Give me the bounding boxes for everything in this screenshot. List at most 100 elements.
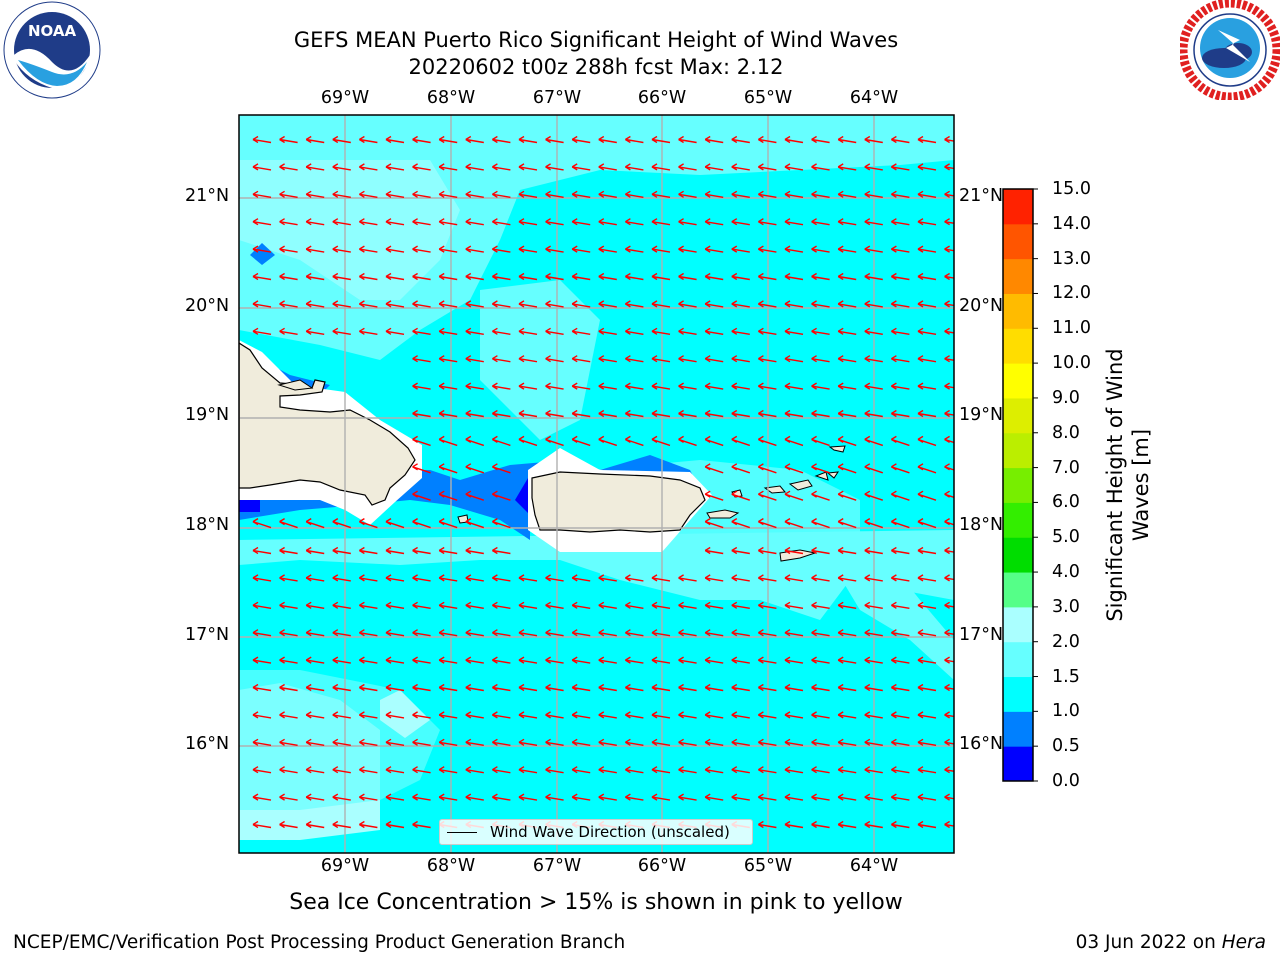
wave-direction-arrowhead bbox=[837, 517, 844, 526]
wave-direction-arrow bbox=[492, 221, 511, 226]
wave-direction-arrowhead bbox=[651, 629, 658, 637]
wave-direction-arrow bbox=[385, 823, 405, 829]
wave-direction-arrow bbox=[731, 632, 750, 637]
wave-direction-arrowhead bbox=[784, 463, 791, 471]
wave-direction-arrow bbox=[572, 714, 591, 719]
wave-direction-arrow bbox=[332, 659, 351, 664]
wave-direction-arrow bbox=[651, 769, 671, 774]
wave-direction-arrow bbox=[359, 303, 378, 308]
wave-direction-arrow bbox=[572, 138, 591, 144]
wave-direction-arrowhead bbox=[651, 574, 658, 582]
wave-direction-arrow bbox=[678, 604, 697, 609]
wave-direction-arrow bbox=[518, 604, 538, 609]
wave-direction-arrow bbox=[678, 385, 697, 390]
wave-direction-arrow bbox=[891, 138, 910, 144]
wave-direction-arrow bbox=[465, 632, 484, 637]
wave-direction-arrowhead bbox=[917, 711, 924, 719]
wave-direction-arrow bbox=[359, 330, 378, 335]
wave-direction-arrow bbox=[838, 138, 857, 144]
wave-direction-arrowhead bbox=[704, 574, 711, 582]
wave-direction-arrowhead bbox=[438, 190, 445, 198]
wave-direction-arrow bbox=[598, 221, 617, 226]
wave-direction-arrowhead bbox=[758, 629, 764, 637]
map-gridlines bbox=[239, 115, 954, 853]
colorbar-segment bbox=[1003, 676, 1033, 712]
wave-direction-arrowhead bbox=[811, 435, 817, 444]
wave-direction-arrow bbox=[306, 221, 325, 226]
wave-direction-arrowhead bbox=[412, 190, 418, 198]
wave-direction-arrowhead bbox=[438, 245, 445, 253]
wave-direction-arrowhead bbox=[252, 163, 259, 171]
wave-direction-arrowhead bbox=[731, 327, 738, 335]
wave-direction-arrowhead bbox=[651, 300, 658, 308]
wave-direction-arrow bbox=[758, 823, 777, 829]
wave-direction-arrowhead bbox=[944, 300, 950, 308]
wave-direction-arrow bbox=[545, 659, 564, 664]
wave-direction-arrowhead bbox=[571, 245, 578, 253]
wave-direction-arrowhead bbox=[864, 435, 871, 444]
wave-direction-arrowhead bbox=[758, 355, 764, 363]
wave-direction-arrow bbox=[252, 632, 272, 637]
wave-direction-arrowhead bbox=[625, 766, 631, 774]
wave-direction-arrow bbox=[838, 632, 857, 637]
colorbar-segment bbox=[1003, 328, 1033, 364]
wave-direction-arrow bbox=[518, 248, 538, 253]
footer-date: 03 Jun 2022 on Hera bbox=[1076, 932, 1266, 953]
wave-direction-arrowhead bbox=[704, 738, 711, 746]
wave-direction-arrowhead bbox=[465, 601, 472, 609]
wave-direction-arrow bbox=[518, 796, 538, 801]
wave-direction-arrow bbox=[439, 385, 458, 390]
wave-direction-arrowhead bbox=[917, 355, 924, 363]
wave-direction-arrow bbox=[518, 138, 538, 144]
wave-direction-arrow bbox=[678, 741, 697, 746]
wave-direction-arrow bbox=[811, 330, 830, 335]
wave-direction-arrowhead bbox=[651, 738, 658, 746]
colorbar bbox=[1002, 188, 1038, 782]
wave-direction-arrow bbox=[838, 686, 857, 692]
wave-direction-arrowhead bbox=[731, 163, 738, 171]
wave-direction-arrow bbox=[811, 796, 830, 801]
wave-direction-arrow bbox=[838, 714, 857, 719]
wave-direction-arrow bbox=[385, 686, 405, 692]
wave-direction-arrow bbox=[439, 604, 458, 609]
wave-direction-arrowhead bbox=[944, 218, 950, 226]
wave-direction-arrowhead bbox=[465, 300, 472, 308]
wave-direction-arrowhead bbox=[678, 409, 684, 418]
wave-direction-arrowhead bbox=[279, 245, 285, 253]
wave-direction-arrow bbox=[651, 577, 671, 582]
wave-direction-arrow bbox=[412, 632, 431, 637]
wave-direction-arrow bbox=[545, 303, 564, 308]
wave-direction-arrow bbox=[678, 248, 697, 253]
wave-direction-arrow bbox=[492, 412, 511, 418]
wave-direction-arrowhead bbox=[917, 738, 924, 746]
wave-direction-arrowhead bbox=[571, 300, 578, 308]
wave-direction-arrowhead bbox=[837, 656, 844, 664]
wave-direction-arrow bbox=[359, 221, 378, 226]
wave-direction-arrowhead bbox=[944, 629, 950, 637]
wave-direction-arrowhead bbox=[412, 683, 418, 692]
wave-direction-arrowhead bbox=[731, 218, 738, 226]
wave-direction-arrowhead bbox=[279, 272, 285, 281]
wave-direction-arrowhead bbox=[332, 245, 339, 253]
wave-direction-arrowhead bbox=[625, 245, 631, 253]
wave-direction-arrow bbox=[784, 166, 804, 171]
wave-direction-arrow bbox=[412, 221, 431, 226]
wave-direction-arrow bbox=[678, 330, 697, 335]
wave-direction-arrow bbox=[492, 577, 511, 582]
wave-direction-arrowhead bbox=[625, 793, 631, 801]
wave-direction-arrowhead bbox=[465, 382, 472, 390]
wave-direction-arrow bbox=[838, 166, 857, 171]
wave-direction-arrow bbox=[332, 714, 351, 719]
wave-direction-arrow bbox=[917, 632, 937, 637]
wave-direction-arrow bbox=[492, 659, 511, 664]
wave-direction-arrowhead bbox=[651, 656, 658, 664]
wave-direction-arrow bbox=[758, 549, 777, 555]
wave-direction-arrowhead bbox=[412, 546, 418, 555]
wave-direction-arrow bbox=[784, 604, 804, 609]
wave-direction-arrowhead bbox=[359, 820, 365, 829]
wave-direction-arrowhead bbox=[784, 245, 791, 253]
wave-direction-arrowhead bbox=[731, 382, 738, 390]
wave-direction-arrowhead bbox=[891, 574, 897, 582]
wave-direction-arrowhead bbox=[465, 766, 472, 774]
wave-direction-arrowhead bbox=[678, 766, 684, 774]
